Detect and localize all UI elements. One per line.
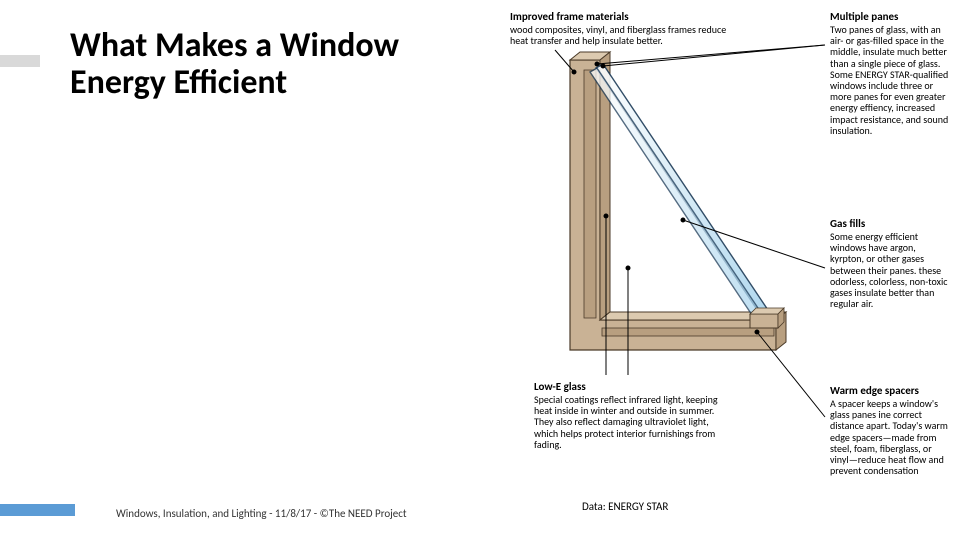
callout-title: Warm edge spacers xyxy=(830,384,952,397)
callout-lowe: Low-E glass Special coatings reflect inf… xyxy=(534,380,729,450)
accent-bar xyxy=(0,55,40,67)
callout-title: Improved frame materials xyxy=(510,10,730,23)
footer-accent-bar xyxy=(0,504,75,516)
callout-body: Special coatings reflect infrared light,… xyxy=(534,394,729,450)
callout-body: A spacer keeps a window's glass panes in… xyxy=(830,398,952,476)
callout-body: Two panes of glass, with an air- or gas-… xyxy=(830,24,952,136)
callout-title: Gas fills xyxy=(830,217,952,230)
data-source: Data: ENERGY STAR xyxy=(582,500,668,513)
callout-title: Low-E glass xyxy=(534,380,729,393)
callout-spacers: Warm edge spacers A spacer keeps a windo… xyxy=(830,384,952,476)
callout-gas: Gas fills Some energy efficient windows … xyxy=(830,217,952,309)
window-diagram: Improved frame materials wood composites… xyxy=(510,10,950,530)
callout-body: Some energy efficient windows have argon… xyxy=(830,231,952,309)
callout-title: Multiple panes xyxy=(830,10,952,23)
slide-footer: Windows, Insulation, and Lighting - 11/8… xyxy=(116,507,407,520)
callout-frame: Improved frame materials wood composites… xyxy=(510,10,730,46)
callout-body: wood composites, vinyl, and fiberglass f… xyxy=(510,24,730,46)
callout-panes: Multiple panes Two panes of glass, with … xyxy=(830,10,952,136)
page-title: What Makes a Window Energy Efficient xyxy=(70,28,480,101)
